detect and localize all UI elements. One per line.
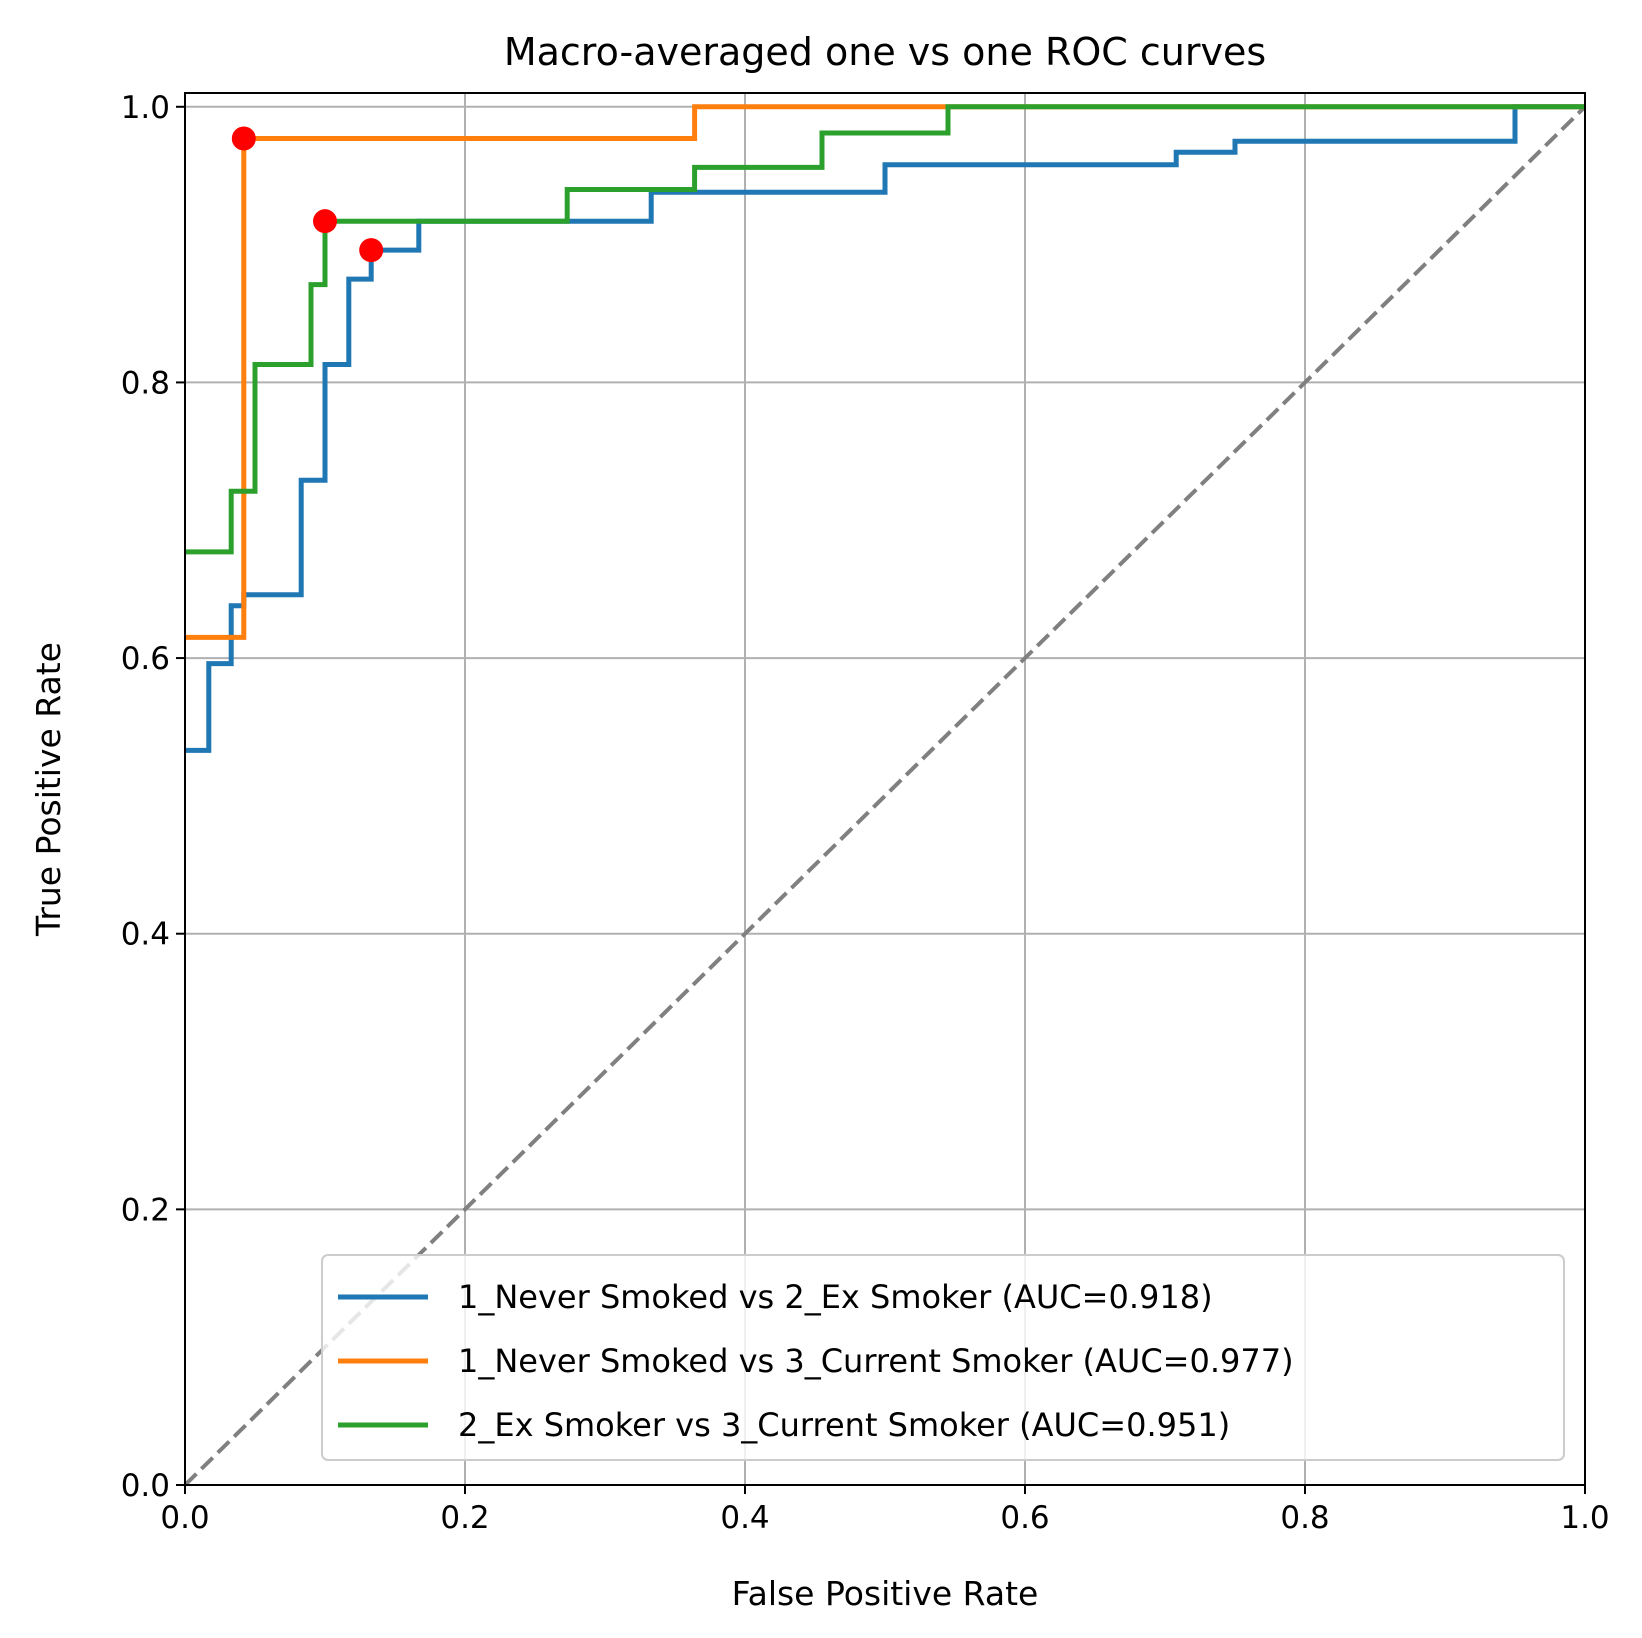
legend: 1_Never Smoked vs 2_Ex Smoker (AUC=0.918… — [321, 1254, 1565, 1461]
y-tick-label: 0.0 — [121, 1468, 170, 1504]
optimal-point-1 — [359, 238, 384, 263]
legend-label-2: 1_Never Smoked vs 3_Current Smoker (AUC=… — [458, 1342, 1294, 1380]
legend-label-1: 1_Never Smoked vs 2_Ex Smoker (AUC=0.918… — [458, 1278, 1213, 1316]
series-line-3 — [185, 104, 1585, 555]
x-tick-label: 0.0 — [160, 1500, 209, 1536]
x-tick-label: 1.0 — [1560, 1500, 1609, 1536]
plot-frame — [184, 92, 1586, 1486]
legend-label-3: 2_Ex Smoker vs 3_Current Smoker (AUC=0.9… — [458, 1406, 1230, 1444]
axis-ticks: 0.0 0.2 0.4 0.6 0.8 1.0 0.0 0.2 0.4 0.6 0.8 1.0 — [121, 90, 1610, 1536]
chart-title: Macro-averaged one vs one ROC curves — [504, 30, 1266, 74]
x-axis-label: False Positive Rate — [732, 1574, 1039, 1613]
y-tick-label: 0.8 — [121, 365, 170, 401]
legend-box — [321, 1254, 1565, 1461]
y-tick-label: 0.4 — [121, 917, 170, 953]
optimal-point-2 — [231, 126, 256, 151]
x-tick-label: 0.2 — [440, 1500, 489, 1536]
y-tick-label: 0.6 — [121, 641, 170, 677]
optimal-point-markers — [231, 126, 384, 263]
optimal-point-3 — [313, 209, 337, 234]
y-tick-label: 0.2 — [121, 1192, 170, 1228]
series-layer — [185, 104, 1585, 753]
y-tick-label: 1.0 — [121, 90, 170, 126]
series-line-2 — [185, 104, 1585, 640]
x-tick-label: 0.6 — [1000, 1500, 1049, 1536]
y-axis-label: True Positive Rate — [29, 642, 68, 937]
x-tick-label: 0.8 — [1280, 1500, 1329, 1536]
series-line-1 — [185, 104, 1585, 753]
x-tick-label: 0.4 — [720, 1500, 769, 1536]
